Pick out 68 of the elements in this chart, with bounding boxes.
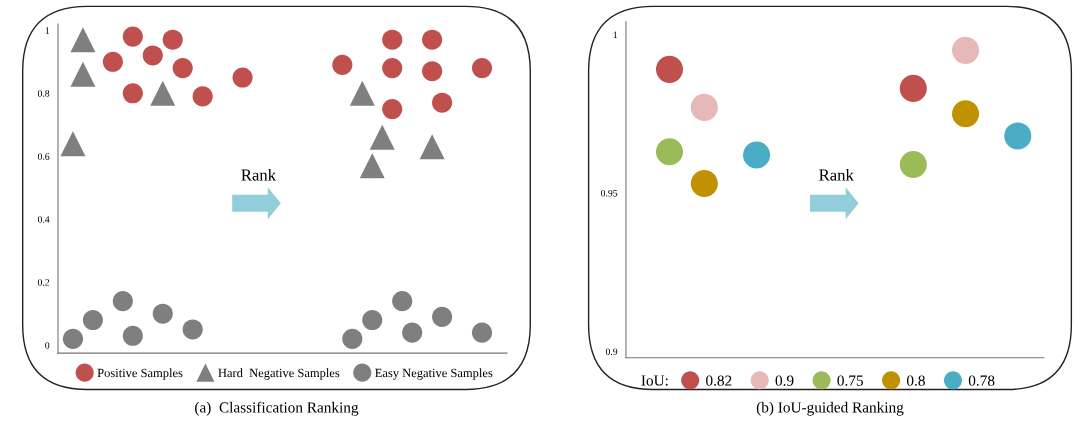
y-tick-label: 0.2 — [37, 279, 50, 286]
point — [952, 36, 980, 64]
point — [655, 138, 684, 166]
legend-label: Positive Samples — [97, 368, 183, 380]
point — [743, 141, 771, 169]
y-tick-label: 0.8 — [37, 90, 50, 97]
y-tick-label: 0.4 — [37, 216, 50, 223]
point — [402, 322, 423, 343]
point — [471, 322, 493, 343]
point — [122, 26, 143, 47]
point — [62, 328, 84, 349]
point — [655, 55, 684, 83]
point — [232, 67, 253, 88]
point — [382, 57, 403, 79]
annotation: Rank — [241, 168, 277, 181]
point — [422, 29, 443, 50]
point — [359, 153, 385, 179]
point — [342, 328, 363, 349]
point — [70, 61, 96, 87]
point — [382, 29, 403, 50]
point — [152, 303, 173, 324]
y-tick-label: 0.9 — [605, 348, 618, 355]
point — [899, 150, 927, 178]
point — [192, 86, 213, 107]
y-tick-label: 0.95 — [600, 189, 618, 197]
point — [150, 80, 176, 106]
y-tick-label: 1 — [45, 27, 50, 34]
point — [112, 291, 133, 312]
point — [60, 131, 86, 157]
point — [332, 54, 353, 75]
point — [122, 325, 143, 346]
legend-label: Easy Negative Samples — [375, 368, 493, 380]
legend-label: 0.82 — [706, 375, 732, 386]
legend-label: 0.75 — [837, 375, 863, 386]
point — [690, 169, 718, 198]
legend-label: 0.8 — [906, 375, 925, 386]
point — [432, 306, 453, 327]
point — [142, 45, 163, 66]
point — [82, 309, 103, 331]
point — [952, 100, 980, 128]
point — [392, 291, 413, 312]
point — [182, 319, 203, 340]
point — [102, 51, 123, 72]
text: (a) Classification Ranking — [195, 401, 359, 416]
point — [432, 92, 453, 113]
y-tick-label: 0.6 — [37, 153, 50, 160]
point — [362, 309, 383, 331]
point — [471, 57, 493, 79]
y-tick-label: 0 — [45, 342, 50, 349]
point — [422, 61, 443, 82]
text: (b) IoU-guided Ranking — [756, 401, 904, 416]
point — [690, 93, 718, 121]
legend-label: Hard Negative Samples — [218, 368, 340, 380]
point — [369, 124, 395, 150]
legend-title: IoU: — [641, 375, 668, 386]
annotation: Rank — [819, 168, 854, 181]
point — [172, 57, 193, 79]
point — [122, 83, 143, 104]
legend-label: 0.78 — [968, 375, 995, 386]
point — [349, 80, 375, 106]
legend-label: 0.9 — [775, 375, 794, 386]
point — [899, 74, 927, 102]
point — [419, 134, 445, 160]
point — [382, 98, 403, 120]
point — [162, 29, 183, 50]
y-tick-label: 1 — [613, 31, 618, 38]
point — [1004, 122, 1032, 150]
point — [70, 27, 96, 53]
